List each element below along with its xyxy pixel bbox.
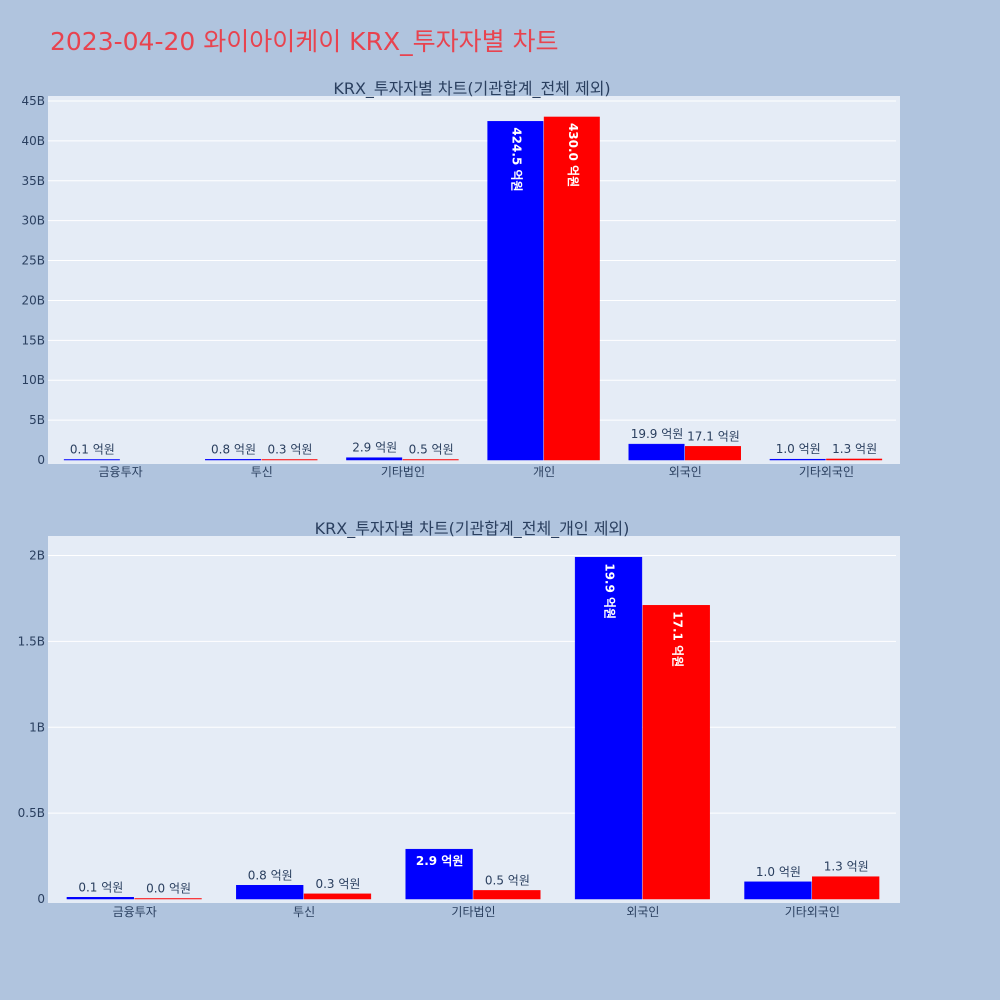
bar (205, 459, 262, 461)
y-tick-label: 15B (21, 333, 45, 347)
y-tick-label: 35B (21, 174, 45, 188)
y-tick-label: 45B (21, 94, 45, 108)
data-label: 0.3 억원 (267, 443, 312, 457)
data-label: 0.3 억원 (315, 877, 360, 891)
data-label: 17.1 억원 (687, 429, 740, 443)
y-tick-label: 0 (37, 892, 45, 906)
data-label: 19.9 억원 (631, 427, 684, 441)
x-tick-label: 금융투자 (98, 465, 142, 479)
x-tick-label: 투신 (293, 905, 315, 919)
y-tick-label: 20B (21, 293, 45, 307)
bar (826, 458, 883, 461)
plot-area (48, 536, 900, 903)
y-tick-label: 25B (21, 254, 45, 268)
y-tick-label: 10B (21, 373, 45, 387)
data-label: 1.0 억원 (756, 865, 801, 879)
data-label: 0.1 억원 (78, 880, 123, 894)
y-tick-label: 1.5B (18, 634, 45, 648)
x-tick-label: 기타법인 (451, 905, 495, 919)
bar (487, 121, 544, 461)
data-label: 0.5 억원 (409, 443, 454, 457)
data-label: 0.0 억원 (146, 882, 191, 896)
data-label: 19.9 억원 (603, 563, 617, 619)
data-label: 0.8 억원 (211, 442, 256, 456)
bar (769, 458, 826, 461)
y-tick-label: 2B (29, 549, 45, 563)
x-tick-label: 금융투자 (113, 905, 157, 919)
chart-2: 0 0.5B 1B 1.5B 2B KRX_투자자별 차트(기관합계_전체_개인 제외) 금… (18, 519, 900, 919)
chart-title: KRX_투자자별 차트(기관합계_전체 제외) (333, 79, 610, 99)
bar (744, 881, 812, 900)
chart-title: KRX_투자자별 차트(기관합계_전체_개인 제외) (315, 519, 630, 539)
data-label: 1.3 억원 (832, 442, 877, 456)
y-tick-label: 0.5B (18, 806, 45, 820)
data-label: 0.5 억원 (485, 873, 530, 887)
data-label: 1.0 억원 (776, 442, 821, 456)
bar (303, 893, 372, 900)
page-title: 2023-04-20 와이아이케이 KRX_투자자별 차트 (50, 27, 559, 56)
bar (346, 457, 403, 461)
data-label: 2.9 억원 (352, 441, 397, 455)
x-tick-label: 외국인 (626, 905, 659, 919)
y-tick-label: 30B (21, 214, 45, 228)
y-tick-label: 1B (29, 720, 45, 734)
bar (628, 443, 685, 461)
data-label: 0.1 억원 (70, 443, 115, 457)
x-tick-label: 개인 (533, 465, 555, 479)
x-tick-label: 기타법인 (381, 465, 425, 479)
y-tick-label: 0 (37, 453, 45, 467)
data-label: 17.1 억원 (670, 611, 684, 667)
y-tick-label: 40B (21, 134, 45, 148)
bar (134, 898, 202, 900)
bar (812, 876, 880, 900)
chart-1: 0 5B 10B 15B 20B 25B 30B 35B 40B 45B KRX_투자자별 차트(기… (21, 79, 900, 479)
bar (66, 897, 134, 900)
data-label: 2.9 억원 (416, 854, 464, 868)
x-tick-label: 외국인 (669, 465, 702, 479)
x-tick-label: 기타외국인 (785, 905, 840, 919)
data-label: 430.0 억원 (566, 123, 580, 187)
bar (236, 885, 304, 900)
data-label: 424.5 억원 (509, 127, 523, 191)
bar (261, 459, 318, 461)
bar (473, 890, 541, 900)
x-tick-label: 투신 (251, 465, 273, 479)
plot-area (48, 96, 900, 464)
bar (642, 605, 710, 900)
bar (63, 459, 120, 461)
bar (574, 556, 643, 900)
x-tick-label: 기타외국인 (799, 465, 854, 479)
data-label: 1.3 억원 (824, 860, 869, 874)
data-label: 0.8 억원 (248, 868, 293, 882)
bar (685, 446, 741, 461)
bar (402, 459, 459, 461)
bar (543, 116, 600, 461)
bar (405, 848, 473, 900)
y-tick-label: 5B (29, 413, 45, 427)
